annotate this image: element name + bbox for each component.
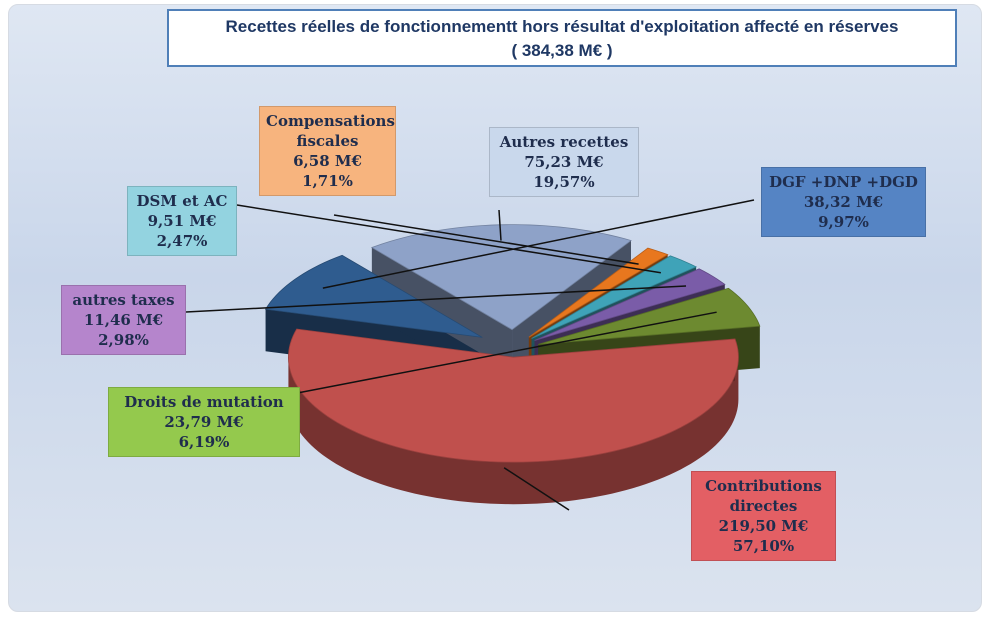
data-label: autres taxes 11,46 M€ 2,98% bbox=[61, 285, 186, 355]
label-name: Compensations fiscales bbox=[266, 112, 395, 150]
slice-wall bbox=[371, 247, 513, 372]
label-percent: 19,57% bbox=[533, 173, 595, 191]
data-label: Autres recettes 75,23 M€ 19,57% bbox=[489, 127, 639, 197]
label-percent: 6,19% bbox=[178, 433, 230, 451]
label-value: 219,50 M€ bbox=[718, 517, 809, 535]
title-box: Recettes réelles de fonctionnementt hors… bbox=[167, 9, 957, 67]
chart: Recettes réelles de fonctionnementt hors… bbox=[8, 4, 982, 612]
label-name: DGF +DNP +DGD bbox=[769, 173, 918, 191]
label-value: 9,51 M€ bbox=[147, 212, 217, 230]
label-percent: 2,47% bbox=[156, 232, 208, 250]
leader-line bbox=[498, 209, 502, 241]
data-label: Contributions directes 219,50 M€ 57,10% bbox=[691, 471, 836, 561]
chart-subtitle: ( 384,38 M€ ) bbox=[511, 41, 613, 60]
slice bbox=[264, 254, 483, 338]
data-label: DGF +DNP +DGD 38,32 M€ 9,97% bbox=[761, 167, 926, 237]
pie-plot bbox=[185, 199, 761, 511]
slice bbox=[531, 255, 698, 339]
label-value: 6,58 M€ bbox=[293, 152, 362, 170]
label-percent: 57,10% bbox=[732, 537, 795, 555]
slice-side bbox=[288, 357, 739, 505]
label-name: Autres recettes bbox=[499, 133, 629, 151]
label-name: DSM et AC bbox=[136, 192, 228, 210]
label-percent: 1,71% bbox=[302, 172, 353, 190]
chart-title: Recettes réelles de fonctionnementt hors… bbox=[225, 17, 899, 36]
label-name: autres taxes bbox=[72, 291, 175, 309]
slice bbox=[538, 287, 761, 345]
label-value: 11,46 M€ bbox=[83, 311, 164, 329]
leader-line bbox=[286, 311, 717, 396]
data-label: DSM et AC 9,51 M€ 2,47% bbox=[127, 186, 237, 256]
leader-line bbox=[236, 204, 661, 274]
label-percent: 2,98% bbox=[98, 331, 149, 349]
leader-line bbox=[503, 467, 570, 511]
leader-line bbox=[322, 199, 755, 289]
slice bbox=[528, 247, 669, 338]
label-name: Contributions directes bbox=[705, 477, 822, 515]
label-value: 75,23 M€ bbox=[524, 153, 604, 171]
label-value: 23,79 M€ bbox=[164, 413, 244, 431]
data-label: Droits de mutation 23,79 M€ 6,19% bbox=[108, 387, 300, 457]
label-value: 38,32 M€ bbox=[803, 193, 884, 211]
leader-line bbox=[333, 214, 639, 265]
data-label: Compensations fiscales 6,58 M€ 1,71% bbox=[259, 106, 396, 196]
label-percent: 9,97% bbox=[818, 213, 869, 231]
leader-line bbox=[185, 285, 687, 313]
label-name: Droits de mutation bbox=[124, 393, 284, 411]
